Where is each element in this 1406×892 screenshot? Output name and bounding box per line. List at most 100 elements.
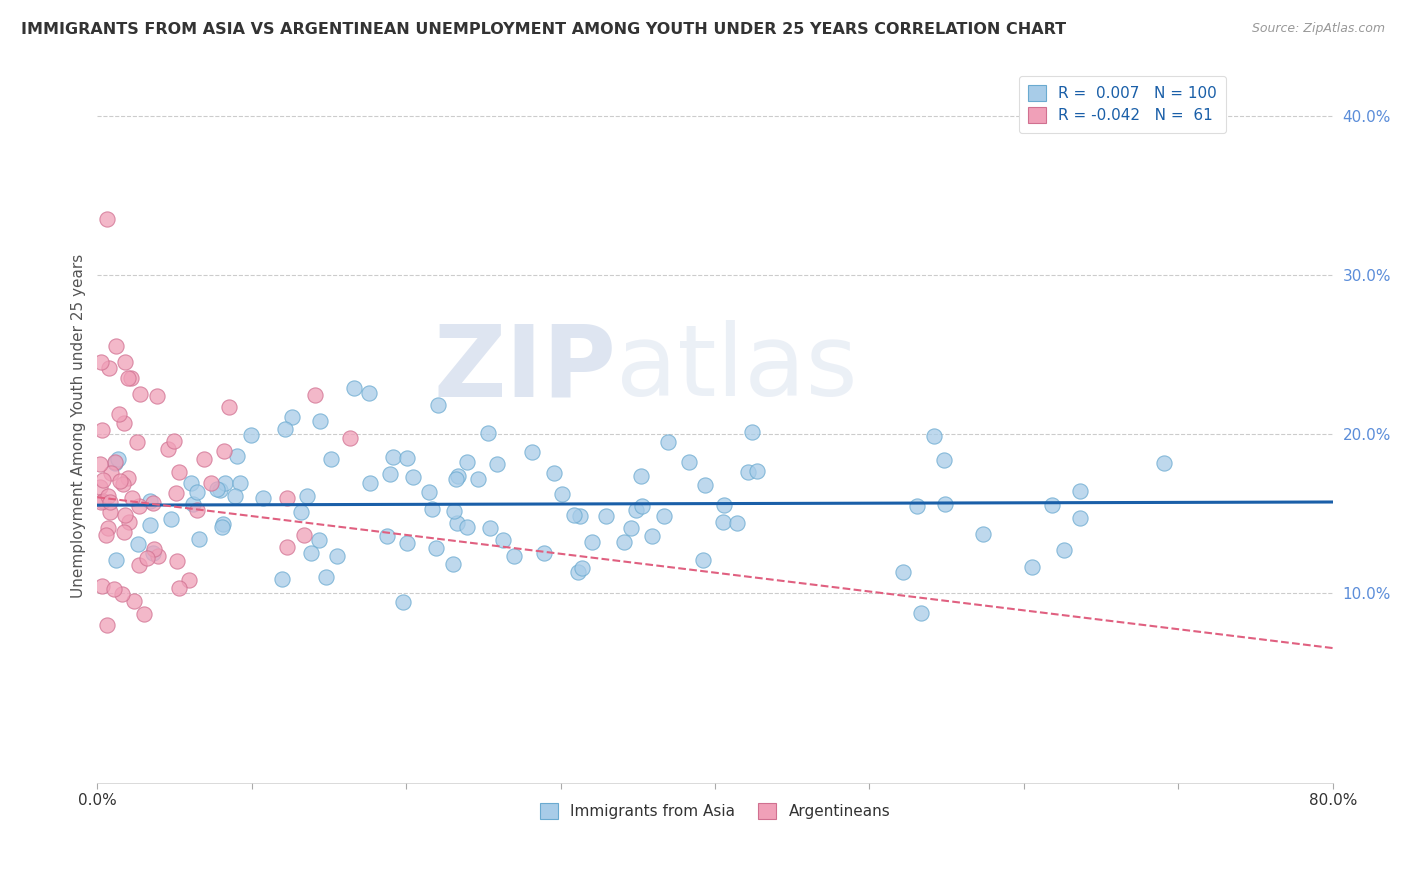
Point: [543, 467, 565, 481]
Point: [124, 594, 146, 608]
Point: [934, 497, 956, 511]
Point: [180, 476, 202, 491]
Point: [90, 494, 112, 508]
Point: [711, 515, 734, 529]
Point: [129, 386, 152, 401]
Point: [96, 212, 118, 227]
Point: [568, 509, 591, 524]
Point: [104, 456, 127, 470]
Point: [630, 469, 652, 483]
Point: [359, 475, 381, 490]
Point: [396, 536, 419, 550]
Point: [308, 533, 330, 547]
Point: [922, 429, 945, 443]
Point: [274, 422, 297, 436]
Point: [294, 528, 316, 542]
Point: [309, 414, 332, 428]
Point: [97, 521, 120, 535]
Text: Source: ZipAtlas.com: Source: ZipAtlas.com: [1251, 22, 1385, 36]
Point: [91, 423, 114, 437]
Point: [211, 516, 233, 531]
Point: [444, 472, 467, 486]
Point: [1040, 499, 1063, 513]
Point: [89, 479, 111, 493]
Point: [571, 561, 593, 575]
Point: [187, 532, 209, 546]
Point: [114, 508, 136, 523]
Point: [581, 535, 603, 549]
Point: [91, 494, 114, 508]
Point: [402, 470, 425, 484]
Point: [741, 425, 763, 439]
Point: [114, 355, 136, 369]
Point: [339, 431, 361, 445]
Point: [128, 499, 150, 513]
Point: [456, 520, 478, 534]
Point: [641, 529, 664, 543]
Point: [214, 475, 236, 490]
Point: [139, 517, 162, 532]
Point: [1053, 543, 1076, 558]
Y-axis label: Unemployment Among Youth under 25 years: Unemployment Among Youth under 25 years: [72, 253, 86, 598]
Point: [456, 454, 478, 468]
Point: [96, 618, 118, 632]
Point: [252, 491, 274, 505]
Point: [396, 450, 419, 465]
Point: [321, 452, 343, 467]
Point: [91, 474, 114, 488]
Point: [229, 475, 252, 490]
Point: [491, 533, 513, 547]
Point: [692, 552, 714, 566]
Point: [678, 455, 700, 469]
Point: [108, 475, 131, 489]
Point: [973, 527, 995, 541]
Point: [125, 435, 148, 450]
Point: [486, 457, 509, 471]
Point: [502, 549, 524, 563]
Text: ZIP: ZIP: [433, 320, 616, 417]
Point: [132, 607, 155, 622]
Point: [139, 494, 162, 508]
Point: [595, 508, 617, 523]
Point: [118, 516, 141, 530]
Point: [441, 558, 464, 572]
Point: [121, 491, 143, 505]
Point: [111, 587, 134, 601]
Point: [136, 551, 159, 566]
Point: [226, 450, 249, 464]
Point: [98, 495, 121, 509]
Point: [127, 537, 149, 551]
Point: [443, 504, 465, 518]
Point: [1069, 483, 1091, 498]
Point: [1153, 456, 1175, 470]
Point: [297, 489, 319, 503]
Point: [1069, 510, 1091, 524]
Point: [112, 477, 135, 491]
Point: [479, 521, 502, 535]
Point: [107, 451, 129, 466]
Point: [725, 516, 748, 530]
Point: [240, 427, 263, 442]
Point: [211, 520, 233, 534]
Point: [166, 554, 188, 568]
Point: [104, 454, 127, 468]
Point: [112, 416, 135, 430]
Point: [392, 595, 415, 609]
Point: [420, 502, 443, 516]
Point: [193, 451, 215, 466]
Point: [657, 434, 679, 449]
Text: atlas: atlas: [616, 320, 858, 417]
Point: [276, 491, 298, 505]
Point: [97, 489, 120, 503]
Point: [104, 339, 127, 353]
Point: [98, 505, 121, 519]
Point: [910, 606, 932, 620]
Point: [105, 553, 128, 567]
Point: [271, 572, 294, 586]
Point: [90, 354, 112, 368]
Point: [737, 465, 759, 479]
Point: [209, 483, 232, 497]
Point: [117, 371, 139, 385]
Point: [299, 546, 322, 560]
Point: [613, 534, 636, 549]
